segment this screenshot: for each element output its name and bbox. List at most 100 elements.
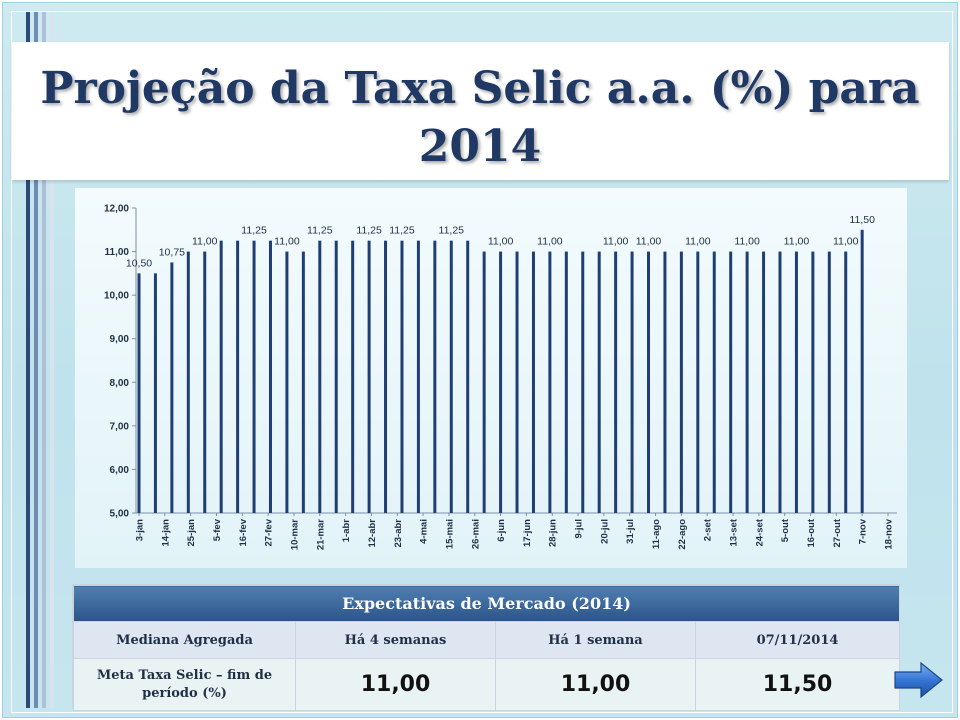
table-row: Meta Taxa Selic – fim de período (%) 11,… [73,658,901,711]
x-tick-label: 5-fev [212,518,223,541]
x-tick-label: 27-out [832,518,843,547]
bar [531,251,535,514]
x-tick-label: 12-abr [367,519,378,548]
bar [630,251,634,514]
data-label: 11,00 [734,236,760,248]
x-tick-label: 3-jan [135,519,146,541]
bar [647,251,651,514]
chart-panel: 5,00 6,00 7,00 8,00 9,00 10,00 11,00 12,00 3-jan… [75,188,907,568]
x-tick-label: 15-mai [444,519,455,549]
title-band [12,42,949,180]
bar [844,251,848,514]
bar [384,240,388,513]
bar [170,262,174,513]
data-label: 11,00 [192,236,218,248]
bar [252,240,256,513]
data-label: 11,00 [603,236,629,248]
x-tick-label: 9-jul [574,519,585,539]
value-1-week-ago: 11,00 [495,658,696,711]
bar [827,251,831,514]
bar [186,251,190,514]
table-header-cell: Há 1 semana [495,621,696,659]
x-tick-label: 1-abr [341,519,352,543]
bar [729,251,733,514]
y-tick-label: 10,00 [104,291,129,302]
x-tick-label: 21-mar [315,519,326,550]
bar [564,251,568,514]
bar [762,251,766,514]
bar [466,240,470,513]
bar [153,273,157,513]
decor-stripe [42,180,46,708]
bar [416,240,420,513]
x-tick-label: 14-jan [160,519,171,547]
x-tick-label: 16-out [806,518,817,547]
bar [268,240,272,513]
x-tick-label: 27-fev [264,518,275,546]
x-tick-label: 28-jun [548,519,559,547]
data-label: 11,00 [784,236,810,248]
data-label: 11,00 [685,236,711,248]
y-tick-label: 12,00 [104,204,129,215]
x-tick-label: 24-set [754,518,765,546]
bar [581,251,585,514]
data-label: 11,00 [636,236,662,248]
bar [548,251,552,514]
data-label: 11,00 [833,236,859,248]
y-tick-label: 5,00 [110,509,130,520]
data-label: 11,50 [849,214,875,226]
data-label: 11,25 [307,225,333,237]
value-current: 11,50 [694,658,901,711]
x-tick-label: 10-mar [289,519,300,550]
market-expectations-table: Expectativas de Mercado (2014) Mediana A… [72,584,901,711]
bar [663,251,667,514]
x-tick-label: 11-ago [651,519,662,549]
row-label: Meta Taxa Selic – fim de período (%) [73,658,296,711]
bar [400,240,404,513]
bar [696,251,700,514]
decor-stripe [50,12,54,42]
bar [499,251,503,514]
bar [811,251,815,514]
bar [614,251,618,514]
decor-stripe [34,180,38,708]
data-label: 11,25 [241,225,267,237]
bar [860,229,864,513]
bar [794,251,798,514]
y-tick-label: 6,00 [110,465,130,476]
x-tick-label: 22-ago [677,519,688,550]
decor-stripe [26,12,30,42]
data-label: 11,00 [537,236,563,248]
bar [351,240,355,513]
bar [318,240,322,513]
bar [745,251,749,514]
data-label: 11,25 [356,225,382,237]
x-tick-label: 25-jan [186,519,197,547]
bar [219,240,223,513]
bar [712,251,716,514]
bar [367,240,371,513]
y-tick-label: 7,00 [110,421,130,432]
data-label: 10,75 [159,246,185,258]
bar [301,251,305,514]
decor-stripe [34,12,38,42]
selic-bar-chart: 5,00 6,00 7,00 8,00 9,00 10,00 11,00 12,00 3-jan… [104,204,897,550]
x-tick-label: 17-jun [522,519,533,547]
bar [515,251,519,514]
bar [597,251,601,514]
bar [482,251,486,514]
bar [679,251,683,514]
right-arrow-icon[interactable] [893,660,945,700]
page-title: Projeção da Taxa Selic a.a. (%) para 201… [40,63,920,172]
data-label: 11,25 [389,225,415,237]
bar [285,251,289,514]
bar [203,251,207,514]
y-tick-label: 9,00 [110,334,130,345]
x-tick-label: 4-mai [419,519,430,544]
data-label: 11,25 [439,225,465,237]
slide-inner-border [11,11,953,713]
data-label: 11,00 [274,236,300,248]
bar [433,240,437,513]
bar [334,240,338,513]
bar [449,240,453,513]
